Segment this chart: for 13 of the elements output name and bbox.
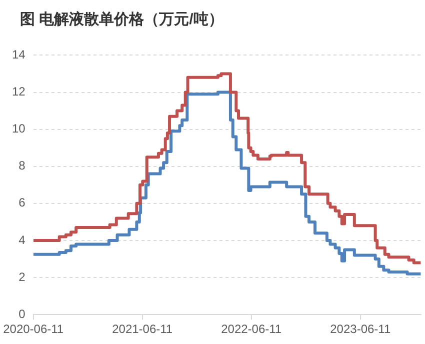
y-tick-label: 6	[18, 196, 26, 210]
y-tick-label: 14	[12, 48, 26, 62]
y-tick-label: 10	[12, 122, 26, 136]
x-tick-label: 2022-06-11	[221, 322, 282, 336]
y-tick-label: 12	[12, 84, 26, 99]
x-tick-label: 2020-06-11	[3, 322, 64, 336]
chart-title: 图 电解液散单价格（万元/吨）	[20, 10, 224, 29]
y-tick-label: 2	[18, 270, 26, 284]
y-tick-label: 8	[18, 158, 26, 173]
x-tick-label: 2021-06-11	[112, 322, 173, 336]
x-tick-label: 2023-06-11	[330, 322, 391, 336]
y-tick-label: 0	[18, 306, 26, 321]
y-tick-label: 4	[18, 232, 26, 247]
